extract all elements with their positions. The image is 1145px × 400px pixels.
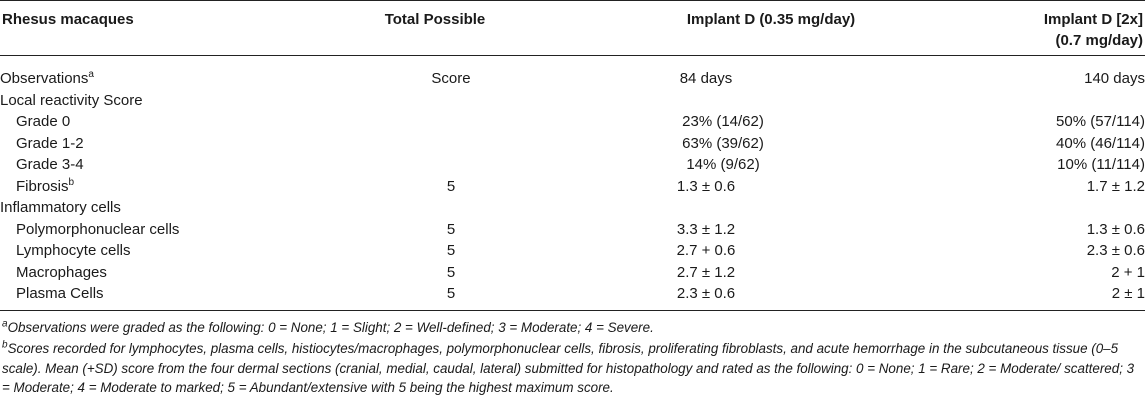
- header-implant-d-2x-line2: (0.7 mg/day): [1055, 32, 1143, 49]
- cell-implant-d-07: 10% (11/114): [1057, 156, 1145, 173]
- cell-implant-d-035: 14% (9/62): [686, 156, 760, 173]
- cell-implant-d-035: 2.7 + 0.6: [676, 242, 736, 259]
- footnote-a: aObservations were graded as the followi…: [2, 318, 1142, 338]
- footnote-b-marker: b: [2, 339, 8, 351]
- header-implant-d-2x: Implant D [2x] (0.7 mg/day): [1044, 9, 1143, 51]
- row-label: Grade 0: [16, 113, 71, 130]
- cell-total: [376, 197, 526, 219]
- header-rhesus-macaques: Rhesus macaques: [2, 11, 134, 28]
- row-label: Local reactivity Score: [0, 91, 143, 109]
- footnote-marker: b: [68, 176, 75, 188]
- footnote-a-marker: a: [2, 318, 8, 330]
- row-label: Grade 1-2: [16, 134, 84, 152]
- cell-implant-d-07: 2 ± 1: [1111, 285, 1145, 302]
- cell-total: Score: [431, 70, 471, 87]
- row-label: Polymorphonuclear cells: [16, 220, 180, 238]
- cell-implant-d-035: [526, 90, 886, 112]
- table-row: Inflammatory cells: [0, 197, 1145, 219]
- table-row: Grade 0 23% (14/62) 50% (57/114): [0, 111, 1145, 133]
- cell-implant-d-035: 23% (14/62): [682, 113, 764, 130]
- cell-implant-d-035: [526, 197, 886, 219]
- footnote-b-text: Scores recorded for lymphocytes, plasma …: [2, 341, 1135, 395]
- data-table: Observationsa Score 84 days 140 days Loc…: [0, 68, 1145, 305]
- row-label: Plasma Cells: [16, 285, 104, 302]
- cell-total: [376, 133, 526, 155]
- cell-total: 5: [446, 263, 456, 281]
- cell-implant-d-07: [886, 90, 1145, 112]
- footnote-b: bScores recorded for lymphocytes, plasma…: [2, 339, 1142, 398]
- row-label: Observationsa: [0, 69, 94, 88]
- cell-implant-d-035: 63% (39/62): [682, 134, 764, 152]
- row-label: Macrophages: [16, 263, 107, 281]
- header-implant-d-035: Implant D (0.35 mg/day): [686, 11, 856, 28]
- cell-implant-d-035: 3.3 ± 1.2: [676, 220, 736, 238]
- table-row: Macrophages 5 2.7 ± 1.2 2 + 1: [0, 262, 1145, 284]
- cell-total: [376, 111, 526, 133]
- footer-rule: [0, 310, 1145, 311]
- cell-implant-d-07: 1.3 ± 0.6: [1086, 220, 1145, 238]
- cell-implant-d-07: [886, 197, 1145, 219]
- table-row: Grade 3-4 14% (9/62) 10% (11/114): [0, 154, 1145, 176]
- cell-implant-d-07: 40% (46/114): [1056, 134, 1145, 152]
- cell-implant-d-035: 2.3 ± 0.6: [676, 285, 736, 302]
- table-row: Plasma Cells 5 2.3 ± 0.6 2 ± 1: [0, 283, 1145, 305]
- cell-implant-d-035: 84 days: [679, 70, 733, 87]
- table-row: Fibrosisb 5 1.3 ± 0.6 1.7 ± 1.2: [0, 176, 1145, 198]
- table-row: Local reactivity Score: [0, 90, 1145, 112]
- top-rule: [0, 0, 1145, 1]
- cell-total: 5: [446, 220, 456, 238]
- row-label: Grade 3-4: [16, 156, 84, 173]
- header-total-possible: Total Possible: [384, 11, 486, 28]
- cell-implant-d-035: 1.3 ± 0.6: [676, 177, 736, 195]
- cell-total: [376, 154, 526, 176]
- cell-total: 5: [446, 177, 456, 195]
- row-label: Lymphocyte cells: [16, 242, 131, 259]
- cell-implant-d-035: 2.7 ± 1.2: [676, 263, 736, 281]
- footnote-marker: a: [88, 69, 94, 80]
- footnote-a-text: Observations were graded as the followin…: [7, 320, 654, 335]
- cell-total: 5: [446, 285, 456, 302]
- header-implant-d-2x-line1: Implant D [2x]: [1043, 11, 1143, 28]
- table-row: Lymphocyte cells 5 2.7 + 0.6 2.3 ± 0.6: [0, 240, 1145, 262]
- table-row: Observationsa Score 84 days 140 days: [0, 68, 1145, 90]
- row-label: Fibrosisb: [16, 176, 75, 195]
- cell-total: [376, 90, 526, 112]
- cell-total: 5: [446, 242, 456, 259]
- cell-implant-d-07: 2 + 1: [1111, 263, 1145, 281]
- cell-implant-d-07: 1.7 ± 1.2: [1086, 177, 1145, 195]
- table-row: Grade 1-2 63% (39/62) 40% (46/114): [0, 133, 1145, 155]
- cell-implant-d-07: 50% (57/114): [1056, 113, 1145, 130]
- header-rule: [0, 55, 1145, 56]
- table-row: Polymorphonuclear cells 5 3.3 ± 1.2 1.3 …: [0, 219, 1145, 241]
- row-label: Inflammatory cells: [0, 199, 121, 216]
- cell-implant-d-07: 2.3 ± 0.6: [1086, 242, 1145, 259]
- cell-implant-d-07: 140 days: [1084, 70, 1145, 87]
